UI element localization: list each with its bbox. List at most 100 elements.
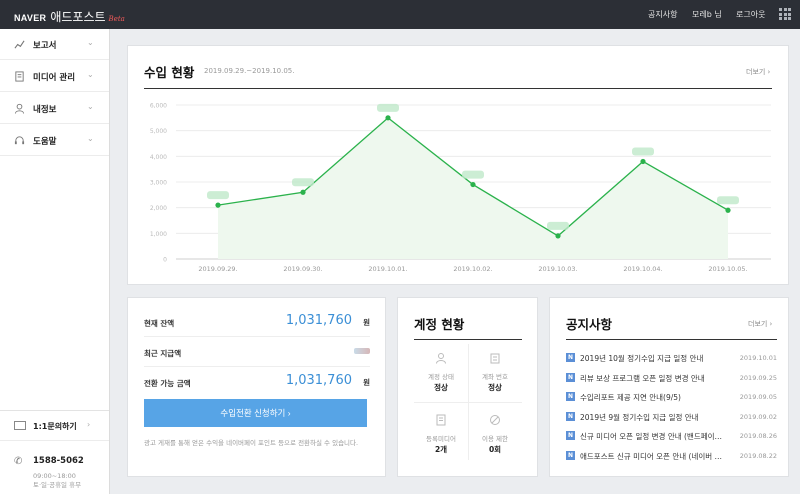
notice-item-date: 2019.09.05 [739,393,777,401]
new-badge: N [566,431,575,440]
data-point [725,207,731,213]
divider [566,339,777,340]
nav-notice-link[interactable]: 공지사항 [648,10,678,19]
ban-icon [490,415,500,425]
bank-icon [490,353,500,364]
notice-item[interactable]: N 리뷰 보상 프로그램 오픈 일정 변경 안내 2019.09.25 [566,369,777,387]
x-tick-label: 2019.10.01. [368,265,407,273]
notice-card: 공지사항 더보기 › N 2019년 10월 정기수입 지급 일정 안내 2019.… [549,297,789,477]
balance-row-current: 현재 잔액 1,031,760 원 [144,307,370,337]
support-phone: 1588-5062 [33,456,84,466]
data-point [470,181,476,188]
nav-user-name[interactable]: 모레b 님 [692,10,722,19]
notice-item-date: 2019.10.01 [739,354,777,362]
chevron-down-icon: ⌄ [87,134,94,143]
account-value: 정상 [488,383,502,392]
convert-apply-button[interactable]: 수입전환 신청하기 › [144,399,367,427]
account-grid: 계정 상태 정상 계좌 번호 정상 등록미디어 2개 이용 제한 0회 [414,339,522,463]
balance-note: 광고 게재를 통해 얻은 수익을 네이버페이 포인트 등으로 전환하실 수 있습… [144,439,359,447]
x-tick-label: 2019.10.02. [453,265,492,273]
sidebar-item-label: 보고서 [33,41,57,51]
revenue-card: 수입 현황 2019.09.29.~2019.10.05. 더보기 › 0 1,0… [127,45,789,285]
account-title: 계정 현황 [414,317,465,332]
new-badge: N [566,411,575,421]
account-status[interactable]: 계정 상태 정상 [414,340,468,401]
divider [414,402,522,403]
notice-item-title: 리뷰 보상 프로그램 오픈 일정 변경 안내 [580,373,705,383]
y-tick-label: 5,000 [150,128,167,135]
data-point [640,158,646,165]
notice-item-date: 2019.08.22 [739,451,777,460]
sidebar-item-report[interactable]: 보고서 ⌄ [0,29,109,60]
value-bubble [207,191,229,200]
revenue-chart: 0 1,000 2,000 3,000 4,000 5,000 6,000 2019.09.2… [150,103,771,273]
notice-item[interactable]: N 2019년 10월 정기수입 지급 일정 안내 2019.10.01 [566,349,777,367]
account-value: 정상 [434,383,448,392]
revenue-more-link[interactable]: 더보기 › [746,68,771,76]
user-icon [14,103,25,114]
support-section: 1:1문의하기 › ✆ 1588-5062 09:00~18:00 토·일·공휴… [0,410,109,489]
sidebar-item-label: 미디어 관리 [33,73,76,83]
app-grid-icon[interactable] [779,8,791,20]
balance-label: 현재 잔액 [144,319,175,328]
sidebar-item-label: 내정보 [33,105,57,115]
balance-row-convertible: 전환 가능 금액 1,031,760 원 [144,367,370,397]
notice-item-title: 2019년 10월 정기수입 지급 일정 안내 [580,354,704,363]
account-card: 계정 현황 계정 상태 정상 계좌 번호 정상 등록미디어 2개 이용 제한 0… [397,297,538,477]
notice-more-link[interactable]: 더보기 › [748,320,773,328]
x-tick-label: 2019.10.05. [708,265,747,273]
chevron-down-icon: ⌄ [87,70,94,79]
y-tick-label: 1,000 [150,231,167,238]
beta-badge: Beta [108,15,125,23]
balance-label: 최근 지급액 [144,349,182,358]
sidebar-item-label: 도움말 [33,137,57,147]
account-restriction[interactable]: 이용 제한 0회 [468,402,522,463]
y-tick-label: 6,000 [150,103,167,110]
logo[interactable]: NAVER 애드포스트 Beta [14,8,125,25]
mail-icon [14,421,26,430]
account-value: 0회 [488,445,502,454]
more-label: 더보기 [748,320,768,328]
revenue-title: 수입 현황 [144,65,195,80]
notice-item[interactable]: N 2019년 9월 정기수입 지급 일정 안내 2019.09.02 [566,408,777,426]
support-hours: 09:00~18:00 토·일·공휴일 휴무 [33,472,81,490]
notice-item[interactable]: N 신규 미디어 오픈 일정 변경 안내 (밴드페이지 블로그) 2019.08.2… [566,427,777,445]
new-badge: N [566,392,575,401]
notice-item-title: 2019년 9월 정기수입 지급 일정 안내 [580,412,699,422]
revenue-period: 2019.09.29.~2019.10.05. [204,67,295,75]
x-tick-label: 2019.10.03. [538,265,577,273]
balance-row-recent: 최근 지급액 [144,337,370,367]
notice-item-date: 2019.09.25 [739,373,777,382]
notice-item-title: 수입리포트 제공 지연 안내(9/5) [580,393,681,402]
notice-item-date: 2019.08.26 [739,432,777,440]
y-tick-label: 3,000 [150,180,167,187]
notice-item-title: 애드포스트 신규 미디어 오픈 안내 (네이버 블로그) [580,451,728,461]
notice-item[interactable]: N 수입리포트 제공 지연 안내(9/5) 2019.09.05 [566,388,777,406]
nav-logout-link[interactable]: 로그아웃 [736,10,766,19]
new-badge: N [566,450,575,460]
balance-label: 전환 가능 금액 [144,379,191,388]
sidebar-item-media[interactable]: 미디어 관리 ⌄ [0,61,109,92]
account-media[interactable]: 등록미디어 2개 [414,402,468,463]
phone-icon: ✆ [14,456,23,467]
chevron-right-icon: › [87,420,91,429]
button-label: 수입전환 신청하기 [220,408,286,418]
hours-line: 토·일·공휴일 휴무 [33,481,82,489]
new-badge: N [566,372,575,382]
value-bubble [547,221,569,230]
more-label: 더보기 [746,68,766,76]
inquiry-link[interactable]: 1:1문의하기 › [0,411,109,441]
account-bank[interactable]: 계좌 번호 정상 [468,340,522,401]
service-title: 애드포스트 [50,10,106,24]
account-label: 이용 제한 [482,435,508,443]
notice-item[interactable]: N 애드포스트 신규 미디어 오픈 안내 (네이버 블로그) 2019.08.22 [566,447,777,465]
value-bubble [292,178,314,187]
sidebar-item-myinfo[interactable]: 내정보 ⌄ [0,93,109,124]
x-tick-label: 2019.10.04. [623,265,662,273]
inquiry-label: 1:1문의하기 [33,422,77,431]
data-point [300,189,306,195]
chevron-down-icon: ⌄ [87,38,94,47]
value-bubble [377,103,399,112]
chevron-down-icon: ⌄ [87,102,94,111]
sidebar-item-help[interactable]: 도움말 ⌄ [0,125,109,156]
